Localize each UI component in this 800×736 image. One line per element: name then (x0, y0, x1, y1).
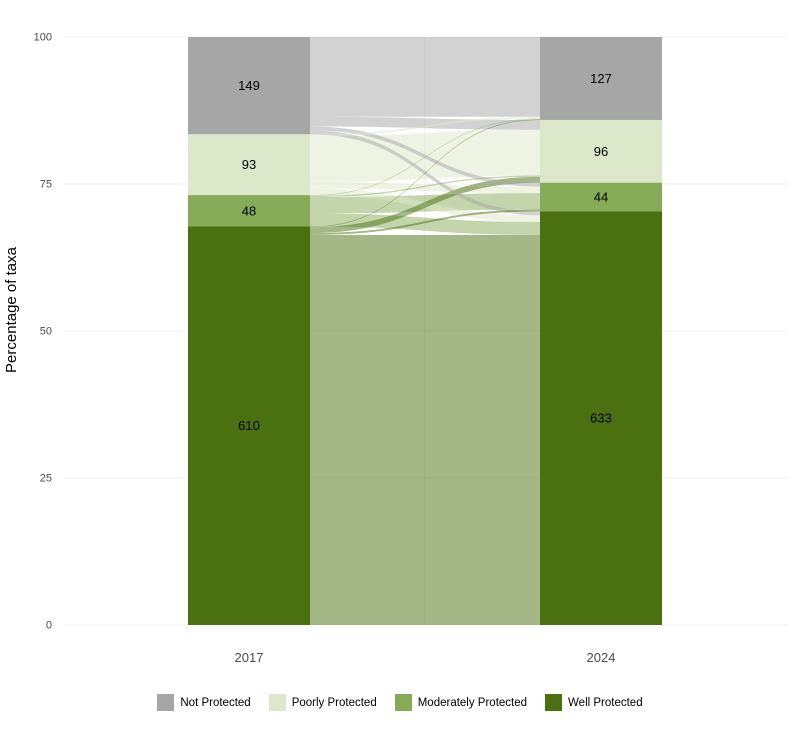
stratum-2017-poorly-protected (188, 134, 310, 196)
stratum-2024-poorly-protected (540, 119, 662, 183)
legend-label: Not Protected (180, 696, 251, 709)
y-tick-label: 75 (40, 179, 52, 191)
stratum-2017-moderately-protected (188, 195, 310, 227)
bar-layer: 149 93 48 610 127 96 44 633 (188, 37, 662, 625)
flow-poorly-protected-to-not-protected (310, 116, 540, 137)
x-tick-label-2024: 2024 (587, 650, 616, 665)
legend-item-poorly-protected: Poorly Protected (268, 694, 377, 711)
flow-layer (310, 37, 540, 625)
y-tick-label: 25 (40, 473, 52, 485)
flow-moderately-protected-to-well-protected (310, 213, 540, 235)
flow-well-protected-to-not-protected (310, 119, 540, 228)
stratum-2017-well-protected (188, 226, 310, 625)
legend-swatch-moderately-protected (394, 694, 412, 711)
flow-well-protected-to-moderately-protected (310, 209, 540, 235)
stratum-2017-not-protected (188, 37, 310, 135)
flow-moderately-protected-to-poorly-protected (310, 175, 540, 198)
x-tick-label-2017: 2017 (235, 650, 264, 665)
y-tick-label: 0 (46, 620, 52, 632)
y-tick-label: 100 (34, 32, 52, 44)
flow-well-protected-to-poorly-protected (310, 176, 540, 233)
y-tick-label: 50 (40, 326, 52, 338)
stratum-count-label: 93 (242, 157, 256, 172)
flow-not-protected-to-moderately-protected (310, 126, 540, 187)
legend-swatch-poorly-protected (268, 694, 286, 711)
flow-poorly-protected-to-moderately-protected (310, 182, 540, 194)
stratum-count-label: 633 (590, 411, 612, 426)
legend: Not Protected Poorly Protected Moderately … (0, 678, 800, 732)
legend-label: Poorly Protected (291, 696, 377, 709)
legend-item-moderately-protected: Moderately Protected (394, 694, 528, 711)
stratum-count-label: 48 (242, 203, 256, 218)
flow-not-protected-to-not-protected (310, 37, 540, 117)
flow-moderately-protected-to-not-protected (310, 118, 540, 196)
legend-swatch-not-protected (157, 694, 175, 711)
stratum-count-label: 96 (594, 144, 608, 159)
flow-well-protected-to-well-protected (310, 234, 540, 625)
stratum-count-label: 44 (594, 190, 608, 205)
legend-item-well-protected: Well Protected (545, 694, 643, 711)
stratum-count-label: 149 (238, 78, 260, 93)
axis-layer: 0 25 50 75 100 2017 2024 (34, 32, 616, 666)
stratum-count-label: 610 (238, 418, 260, 433)
stratum-count-label: 127 (590, 71, 612, 86)
legend-swatch-well-protected (545, 694, 563, 711)
y-axis-title: Percentage of taxa (3, 246, 20, 373)
stratum-2024-moderately-protected (540, 182, 662, 212)
legend-label: Well Protected (568, 696, 643, 709)
legend-label: Moderately Protected (417, 696, 528, 709)
stratum-2024-well-protected (540, 211, 662, 625)
stratum-2024-not-protected (540, 37, 662, 120)
legend-item-not-protected: Not Protected (157, 694, 251, 711)
